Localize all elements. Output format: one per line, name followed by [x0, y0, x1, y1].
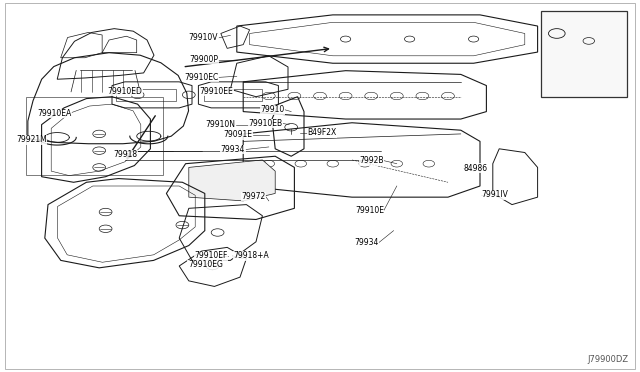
Bar	[26, 97, 163, 175]
Text: 79910EE: 79910EE	[200, 87, 234, 96]
Text: J79900DZ: J79900DZ	[588, 355, 628, 364]
Text: 79910EB: 79910EB	[249, 119, 283, 128]
Text: 79910EG: 79910EG	[188, 260, 223, 269]
Polygon shape	[189, 160, 275, 201]
Text: 79934: 79934	[355, 238, 379, 247]
Text: 79972: 79972	[241, 192, 266, 201]
Bar	[541, 11, 627, 97]
Text: 79934: 79934	[221, 145, 245, 154]
Text: 84986: 84986	[463, 164, 488, 173]
Text: 79910EA: 79910EA	[37, 109, 72, 118]
Text: 79910V: 79910V	[189, 33, 218, 42]
Text: B49L1X(LH): B49L1X(LH)	[547, 62, 593, 71]
Text: 79910N: 79910N	[205, 120, 236, 129]
Text: 7992B: 7992B	[360, 156, 384, 165]
Text: 79910EC: 79910EC	[184, 73, 218, 82]
Text: B49L0X(RH): B49L0X(RH)	[547, 55, 593, 64]
Text: 7991lV: 7991lV	[481, 190, 508, 199]
Text: 79918+A: 79918+A	[233, 251, 269, 260]
Text: 79910: 79910	[260, 105, 285, 114]
Text: 79921M: 79921M	[16, 135, 47, 144]
Text: 79910ED: 79910ED	[108, 87, 142, 96]
Text: 79900P: 79900P	[189, 55, 218, 64]
Text: 79918: 79918	[113, 150, 138, 159]
Text: B49F2X: B49F2X	[307, 128, 337, 137]
Text: 79910E: 79910E	[355, 206, 384, 215]
Text: 79091E: 79091E	[224, 130, 253, 139]
Text: 79910EF: 79910EF	[195, 251, 228, 260]
